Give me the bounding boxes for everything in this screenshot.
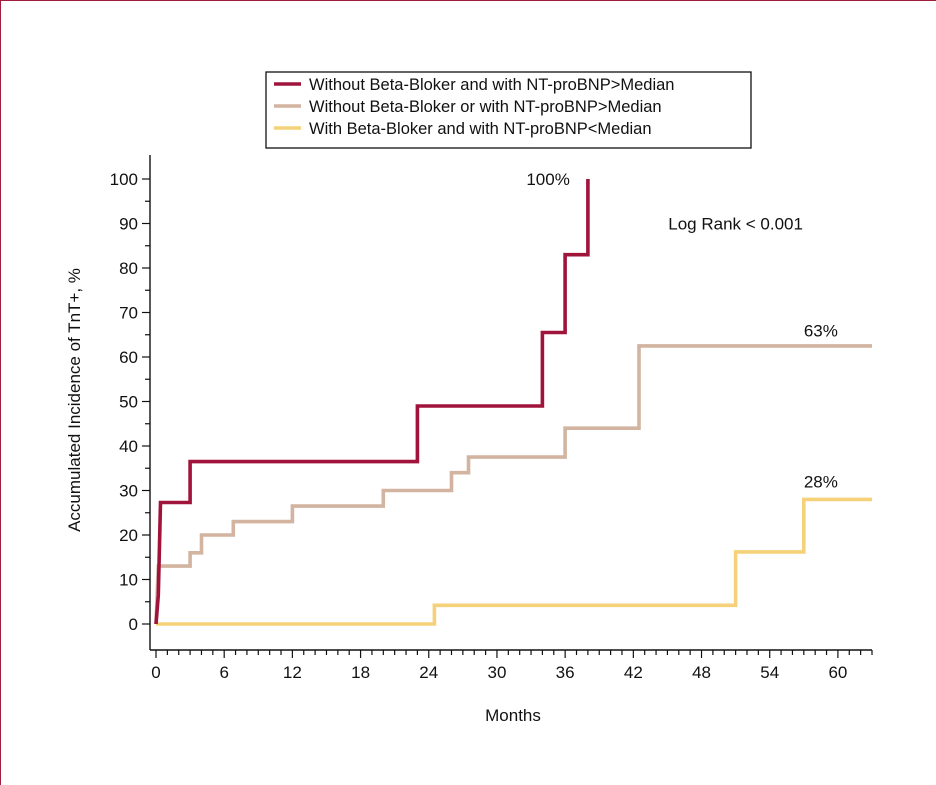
x-tick-label: 6	[219, 663, 228, 682]
axes: 0 10 20 30 40 50 60 70 80 90 100 0 6 12 18 24 30 36 42 48 54…	[110, 155, 873, 682]
x-tick-label: 36	[556, 663, 575, 682]
legend-label-2: Without Beta-Bloker or with NT-proBNP>Me…	[309, 98, 662, 116]
figure-border-left	[0, 0, 1, 785]
y-axis-title: Accumulated Incidence of TnT+, %	[65, 268, 84, 532]
y-tick-label: 70	[119, 304, 138, 323]
x-tick-label: 30	[487, 663, 506, 682]
x-tick-label: 60	[828, 663, 847, 682]
y-tick-label: 30	[119, 482, 138, 501]
y-tick-label: 90	[119, 215, 138, 234]
legend-box	[265, 71, 752, 149]
annotations: 100% Log Rank < 0.001 63% 28%	[526, 170, 838, 492]
figure-border-top	[0, 0, 936, 1]
y-tick-label: 60	[119, 348, 138, 367]
y-tick-label: 20	[119, 526, 138, 545]
x-tick-label: 18	[351, 663, 370, 682]
y-tick-label: 100	[110, 170, 138, 189]
annotation-2: Log Rank < 0.001	[668, 215, 803, 234]
y-tick-label: 40	[119, 437, 138, 456]
y-tick-label: 0	[129, 615, 138, 634]
series-lines	[154, 179, 872, 626]
annotation-3: 63%	[804, 321, 838, 340]
x-tick-label: 12	[283, 663, 302, 682]
x-axis-title: Months	[485, 706, 541, 725]
series-line-3	[156, 497, 872, 626]
legend: Without Beta-Bloker and with NT-proBNP>M…	[265, 71, 752, 149]
x-tick-label: 0	[151, 663, 160, 682]
y-tick-label: 10	[119, 571, 138, 590]
x-tick-label: 54	[760, 663, 779, 682]
x-tick-label: 48	[692, 663, 711, 682]
legend-label-3: With Beta-Bloker and with NT-proBNP<Medi…	[309, 120, 652, 138]
legend-label-1: Without Beta-Bloker and with NT-proBNP>M…	[309, 76, 674, 94]
series-line-2	[154, 344, 872, 625]
series-line-1	[154, 179, 590, 625]
x-tick-label: 42	[624, 663, 643, 682]
y-tick-label: 50	[119, 393, 138, 412]
x-tick-label: 24	[419, 663, 438, 682]
y-tick-label: 80	[119, 259, 138, 278]
annotation-1: 100%	[526, 170, 569, 189]
annotation-4: 28%	[804, 473, 838, 492]
